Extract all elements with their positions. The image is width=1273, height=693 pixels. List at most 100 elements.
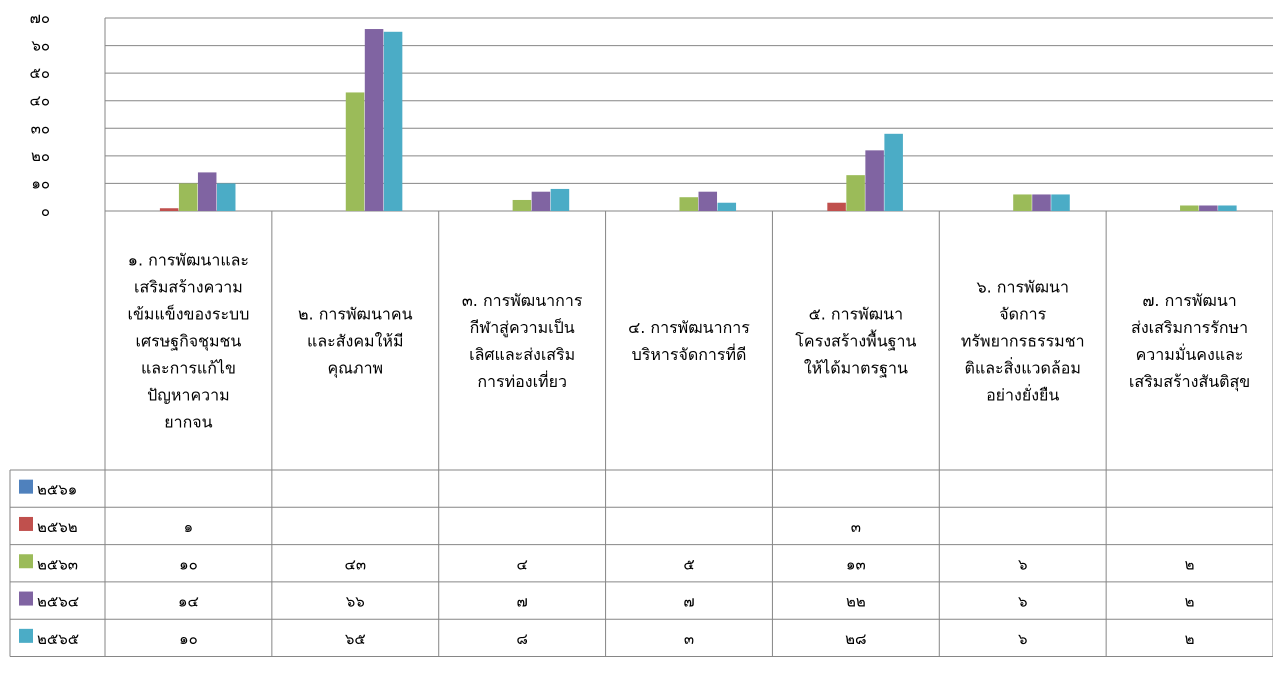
- category-label: ๑. การพัฒนาและเสริมสร้างความเข้มแข็งของร…: [127, 250, 249, 431]
- bar: [846, 175, 865, 211]
- category-label-line: กีฬาสู่ความเป็น: [470, 317, 575, 338]
- table-cell-value: ๑๔: [178, 593, 199, 611]
- table-cell-value: ๒: [1185, 555, 1195, 573]
- category-label-line: เลิศและส่งเสริม: [469, 345, 575, 364]
- bar: [1180, 205, 1199, 211]
- category-label-line: ๑. การพัฒนาและ: [128, 250, 249, 269]
- y-tick-label: ๔๐: [29, 92, 50, 110]
- table-cell-value: ๖๕: [345, 630, 366, 648]
- category-label-line: ๔. การพัฒนาการ: [628, 318, 750, 337]
- bar: [1032, 194, 1051, 211]
- legend-key: [19, 516, 33, 531]
- category-label: ๖. การพัฒนาจัดการทรัพยากรธรรมชาติและสิ่ง…: [961, 277, 1085, 404]
- table-cell-value: ๑๐: [179, 555, 198, 573]
- table-cell-value: ๖: [1018, 630, 1028, 648]
- bar: [345, 92, 365, 211]
- table-cell-value: ๔: [516, 555, 527, 573]
- legend-key: [19, 628, 33, 643]
- category-label: ๗. การพัฒนาส่งเสริมการรักษาความมั่นคงและ…: [1129, 291, 1250, 392]
- category-label-line: ความมั่นคงและ: [1136, 343, 1244, 364]
- x-axis-category-labels: ๑. การพัฒนาและเสริมสร้างความเข้มแข็งของร…: [127, 250, 1250, 431]
- bar: [512, 199, 532, 211]
- bar: [159, 208, 179, 211]
- table-cell-value: ๗: [517, 593, 528, 611]
- category-label: ๔. การพัฒนาการบริหารจัดการที่ดี: [628, 318, 750, 364]
- table-cell-value: ๖๖: [346, 593, 365, 611]
- category-label-line: อย่างยั่งยืน: [986, 383, 1059, 404]
- bar: [197, 172, 217, 211]
- category-label-line: คุณภาพ: [327, 358, 383, 378]
- table-cell-value: ๖: [1018, 593, 1028, 611]
- table-cell-value: ๗: [683, 593, 694, 611]
- table-cell-value: ๔๓: [344, 555, 366, 573]
- y-tick-label: ๑๐: [31, 174, 50, 192]
- table-cell-value: ๓: [851, 518, 861, 536]
- y-tick-label: ๖๐: [31, 37, 50, 55]
- legend-label: ๒๕๖๔: [37, 593, 79, 611]
- category-label-line: ๕. การพัฒนา: [809, 304, 903, 323]
- bar: [178, 183, 198, 211]
- category-label-line: เข้มแข็งของระบบ: [127, 303, 249, 323]
- category-label-line: เสริมสร้างความ: [134, 277, 243, 296]
- bar: [679, 197, 699, 211]
- table-cell-value: ๒: [1185, 593, 1195, 611]
- legend-label: ๒๕๖๒: [37, 518, 78, 536]
- category-label: ๒. การพัฒนาคนและสังคมให้มีคุณภาพ: [298, 304, 413, 378]
- y-tick-label: ๕๐: [29, 64, 50, 82]
- y-tick-label: ๗๐: [30, 9, 50, 27]
- table-cell-value: ๕: [683, 555, 694, 573]
- category-label-line: เสริมสร้างสันติสุข: [1129, 372, 1250, 392]
- category-label-line: ติและสิ่งแวดล้อม: [965, 356, 1081, 377]
- category-label-line: ทรัพยากรธรรมชา: [961, 331, 1085, 350]
- table-cell-value: ๒๘: [845, 630, 866, 648]
- bar: [865, 150, 884, 211]
- category-label-line: จัดการ: [999, 304, 1046, 323]
- data-table: [9, 211, 1273, 657]
- category-label-line: ให้ได้มาตรฐาน: [804, 358, 908, 377]
- y-tick-label: ๒๐: [31, 147, 50, 165]
- y-axis-tick-labels: ๐ ๑๐ ๒๐ ๓๐ ๔๐ ๕๐ ๖๐ ๗๐: [29, 9, 50, 220]
- legend-key: [19, 591, 33, 606]
- category-label-line: และการแก้ไข: [141, 358, 236, 377]
- table-cell-value: ๑๐: [179, 630, 198, 648]
- bar: [717, 202, 737, 211]
- category-label: ๓. การพัฒนาการกีฬาสู่ความเป็นเลิศและส่งเ…: [462, 291, 583, 391]
- legend-label: ๒๕๖๕: [37, 630, 79, 648]
- y-tick-label: ๐: [41, 202, 50, 220]
- category-label-line: ยากจน: [164, 412, 212, 431]
- bar: [1199, 205, 1218, 211]
- category-label-line: เศรษฐกิจชุมชน: [135, 331, 241, 351]
- category-label-line: ๖. การพัฒนา: [976, 277, 1069, 296]
- table-cell-value: ๑: [184, 518, 194, 536]
- category-label-line: การท่องเที่ยว: [477, 370, 567, 391]
- y-tick-label: ๓๐: [31, 119, 50, 137]
- category-label: ๕. การพัฒนาโครงสร้างพื้นฐานให้ได้มาตรฐาน: [795, 304, 916, 377]
- bar: [884, 133, 903, 211]
- table-cell-value: ๓: [684, 630, 694, 648]
- bar: [550, 188, 570, 211]
- category-label-line: และสังคมให้มี: [307, 331, 403, 350]
- legend-key: [19, 479, 33, 494]
- category-label-line: ส่งเสริมการรักษา: [1131, 318, 1248, 337]
- bar: [531, 191, 551, 211]
- table-cell-value: ๘: [516, 630, 528, 648]
- legend-label: ๒๕๖๑: [37, 481, 77, 499]
- bar: [698, 191, 718, 211]
- category-label-line: ๓. การพัฒนาการ: [462, 291, 583, 310]
- bar: [383, 31, 403, 211]
- table-cells: ๑๓๑๐ ๔๓๔๕๑๓๖๒๑๔ ๖๖๗๗๒๒๖๒๑๐ ๖๕๘๓๒๘๖๒: [178, 518, 1195, 648]
- legend-key: [19, 554, 33, 569]
- table-cell-value: ๖: [1018, 555, 1028, 573]
- category-label-line: ปัญหาความ: [147, 385, 230, 404]
- bar: [216, 183, 236, 211]
- table-cell-value: ๒๒: [846, 593, 866, 611]
- bars: [159, 29, 1237, 212]
- legend-label: ๒๕๖๓: [37, 555, 78, 573]
- gridlines: [105, 17, 1273, 212]
- bar: [364, 29, 384, 212]
- category-label-line: โครงสร้างพื้นฐาน: [795, 329, 916, 350]
- bar: [827, 202, 846, 211]
- category-label-line: ๗. การพัฒนา: [1142, 291, 1236, 310]
